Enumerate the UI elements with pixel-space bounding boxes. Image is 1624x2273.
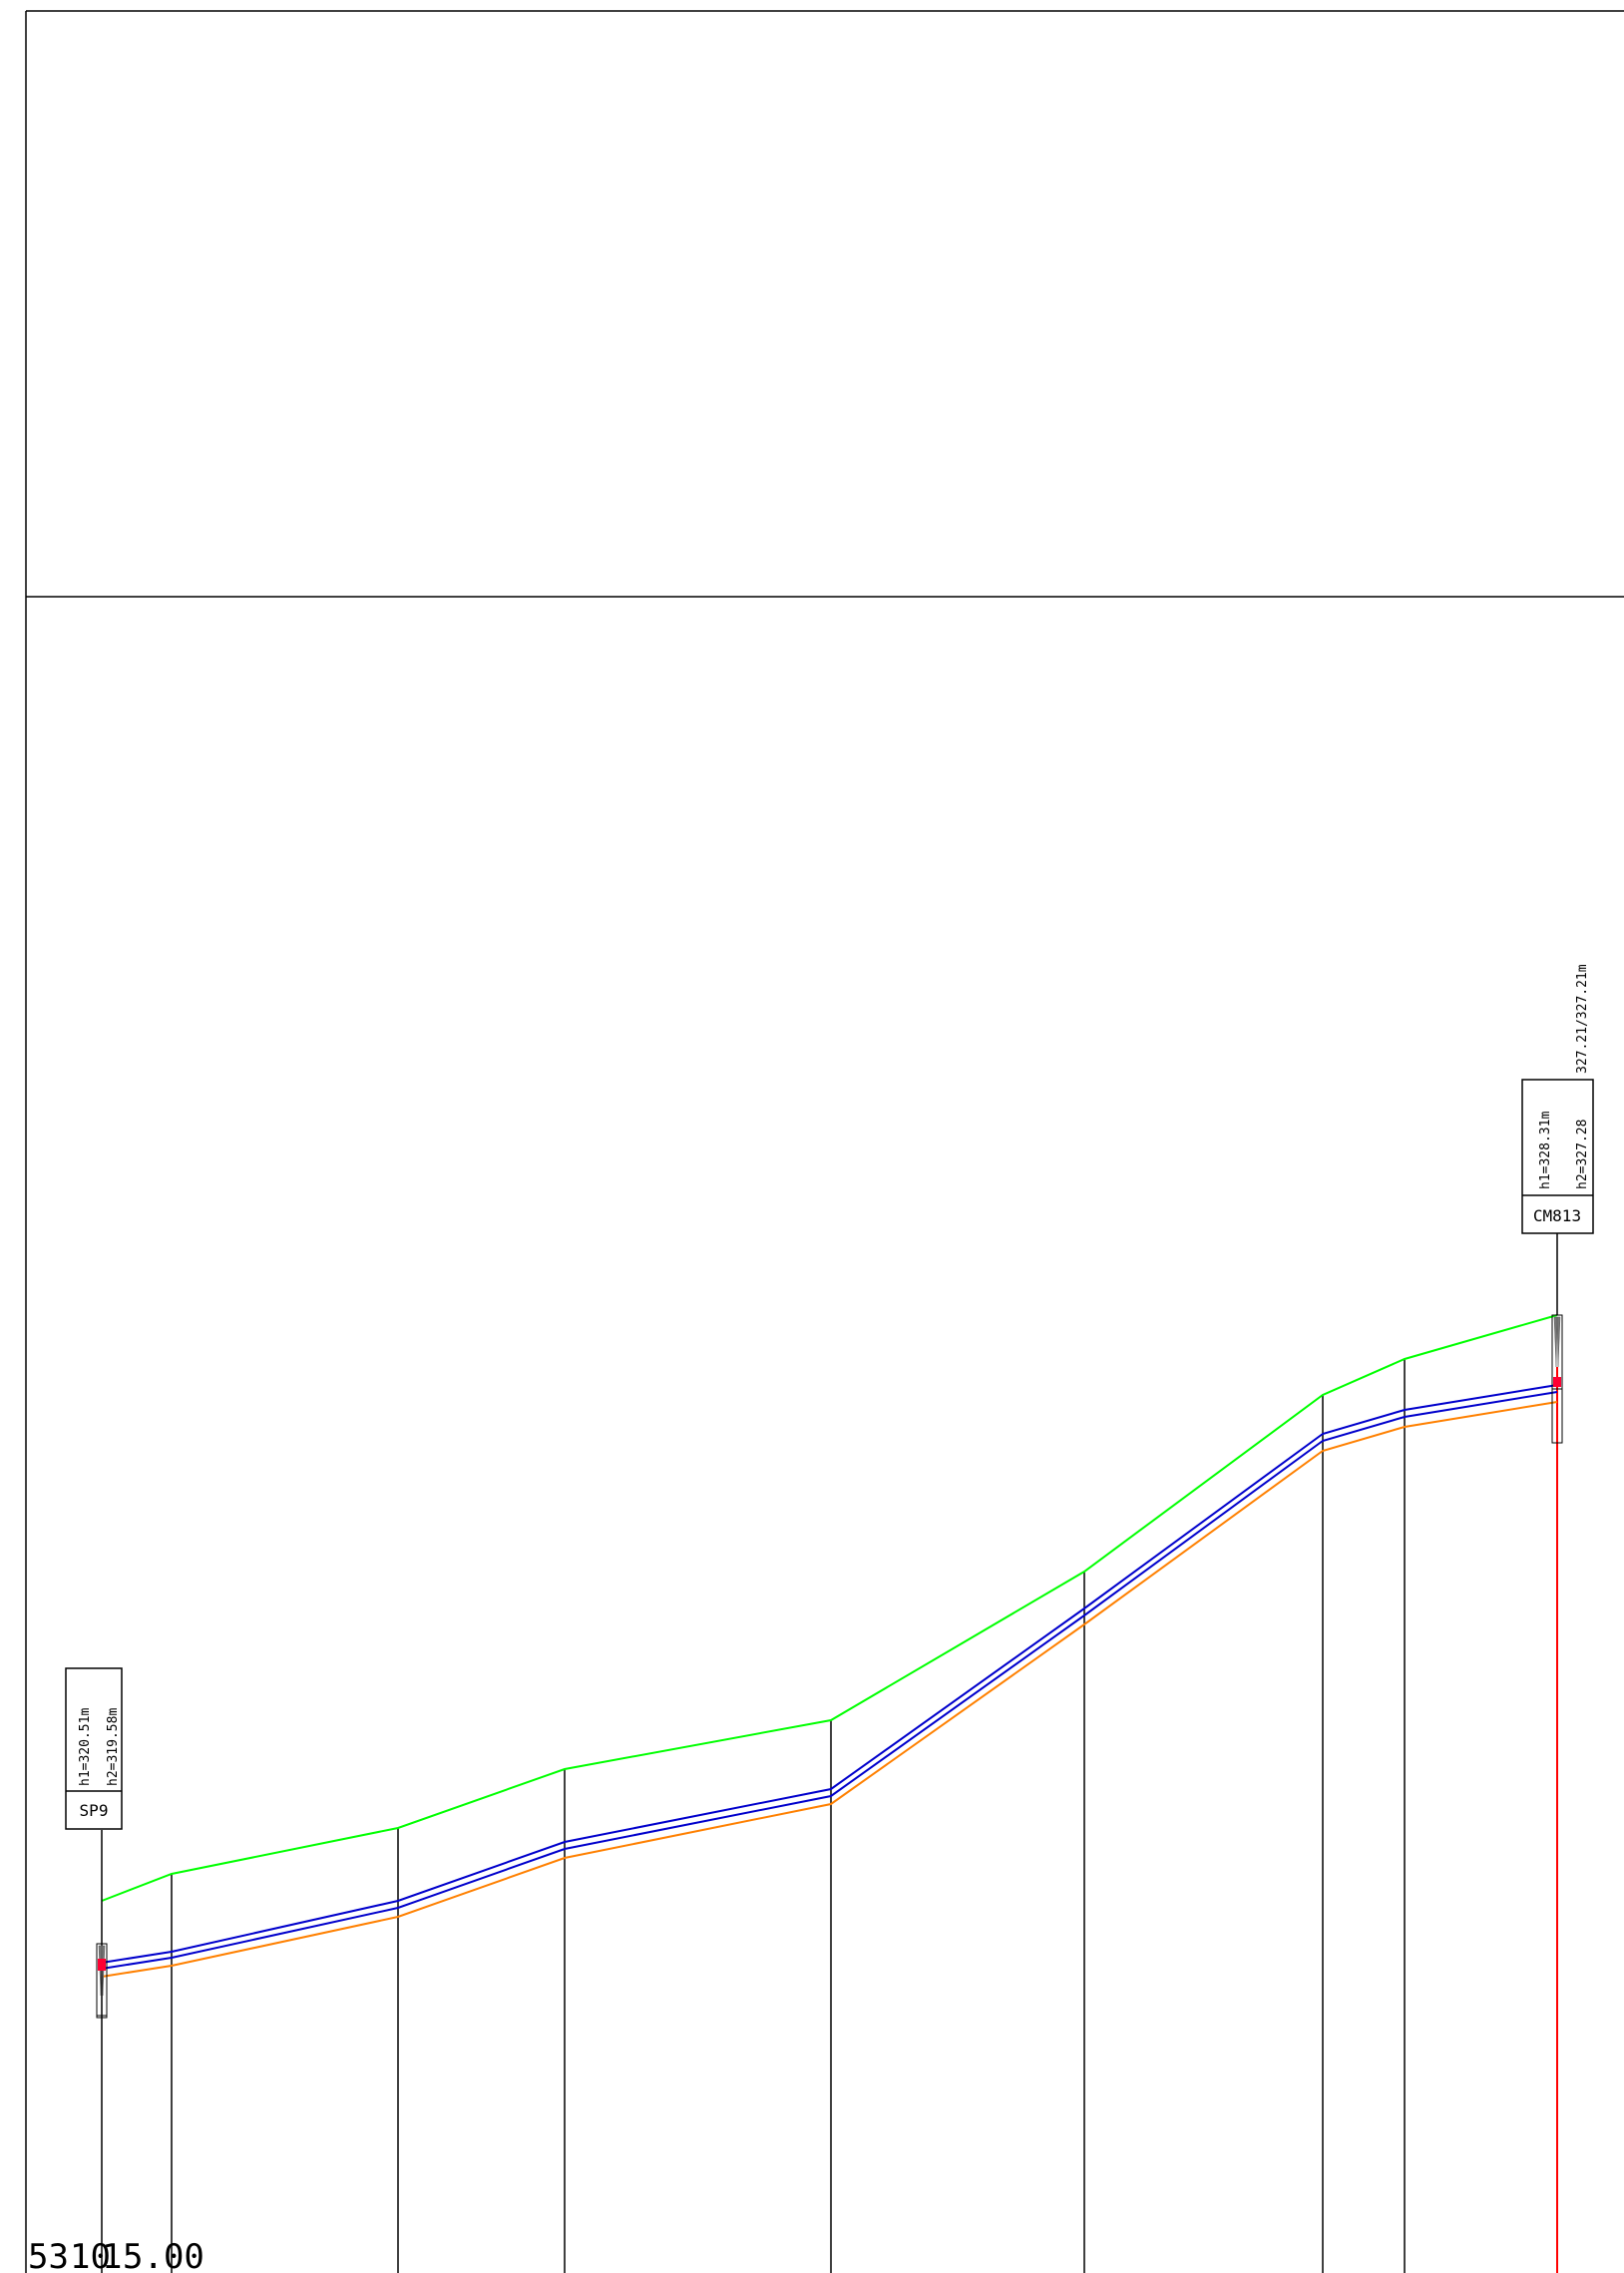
manhole-symbol-icon [96, 1943, 108, 2019]
manhole-cm813-label-box [1521, 1079, 1594, 1234]
manhole-sp9-label-box [65, 1667, 123, 1830]
pipe-line-top [101, 1384, 1558, 1964]
manhole-cm813-h1: h1=328.31m [1538, 1112, 1553, 1189]
station-label-d: 5.00 [123, 2237, 204, 2273]
pipe-line-bottom [101, 1391, 1558, 1970]
station-label-b: 10 [70, 2237, 111, 2273]
manhole-cm813: CM813 h1=328.31m h2=327.28 327.21/327.21… [1521, 964, 1594, 1444]
station-lines [171, 1359, 1406, 2273]
manhole-sp9: SP9 h1=320.51m h2=319.58m [65, 1667, 123, 2273]
manhole-cm813-h2: h2=327.28 [1575, 1120, 1590, 1189]
manhole-cm813-h3: 327.21/327.21m [1575, 964, 1590, 1074]
station-label-a: 53 [28, 2237, 69, 2273]
ground-line [101, 1314, 1558, 1902]
manhole-cm813-name: CM813 [1533, 1206, 1581, 1225]
station-label-c: 1 [102, 2237, 122, 2273]
manhole-symbol-icon [1551, 1314, 1563, 1444]
manhole-sp9-name: SP9 [80, 1801, 109, 1820]
pipe-invert-line [101, 1401, 1558, 1978]
drawing-frame [25, 10, 1624, 2273]
manhole-sp9-h2: h2=319.58m [106, 1708, 121, 1786]
manhole-sp9-h1: h1=320.51m [78, 1708, 93, 1786]
bottom-station-labels: 53 10 1 5.00 [28, 2237, 204, 2273]
